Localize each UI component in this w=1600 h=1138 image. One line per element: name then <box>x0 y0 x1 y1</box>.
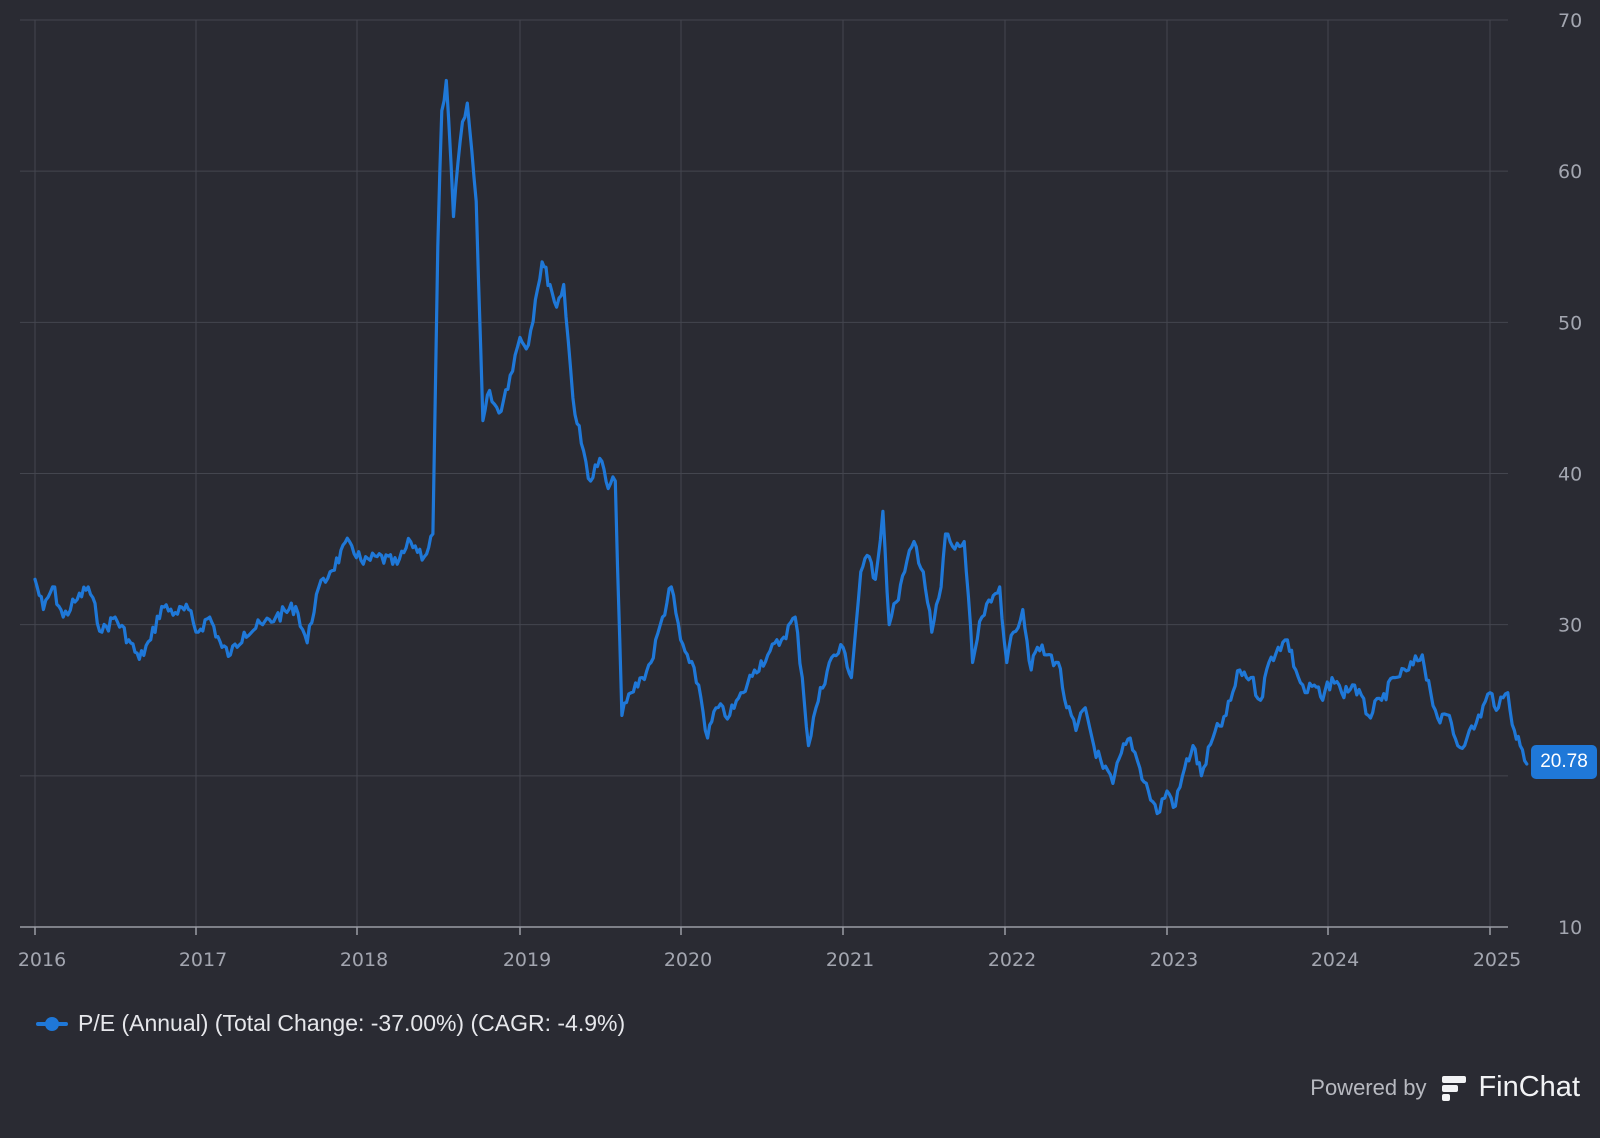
last-value-label: 20.78 <box>1531 745 1597 780</box>
axes <box>20 926 1508 935</box>
grid-lines <box>20 19 1508 927</box>
x-tick-label: 2024 <box>1311 949 1359 971</box>
y-tick-label: 60 <box>1558 161 1582 183</box>
finchat-logo-icon <box>1442 1075 1467 1101</box>
y-tick-label: 40 <box>1558 464 1582 486</box>
finchat-brand: FinChat <box>1440 1071 1580 1104</box>
x-tick-label: 2016 <box>18 949 66 971</box>
x-tick-label: 2022 <box>988 949 1036 971</box>
powered-by-text: Powered by <box>1310 1074 1427 1100</box>
y-tick-label: 70 <box>1558 10 1582 32</box>
x-tick-label: 2021 <box>826 949 874 971</box>
x-axis-tick-labels: 2016 2017 2018 2019 2020 2021 2022 2023 2024 2025 <box>18 949 1521 971</box>
series-line-pe[interactable] <box>33 78 1529 816</box>
x-tick-label: 2019 <box>503 949 551 971</box>
series-group <box>33 78 1529 816</box>
y-tick-label: 30 <box>1558 615 1582 637</box>
x-tick-label: 2017 <box>179 949 227 971</box>
legend-label: P/E (Annual) (Total Change: -37.00%) (CA… <box>78 1010 626 1036</box>
x-tick-label: 2018 <box>340 949 388 971</box>
x-tick-label: 2023 <box>1150 949 1198 971</box>
x-tick-label: 2025 <box>1473 949 1521 971</box>
y-tick-label: 10 <box>1558 917 1582 939</box>
y-axis-tick-labels: 10 30 40 50 60 70 <box>1558 10 1582 939</box>
y-tick-label: 50 <box>1558 312 1582 334</box>
legend[interactable]: P/E (Annual) (Total Change: -37.00%) (CA… <box>36 1010 625 1037</box>
x-tick-label: 2020 <box>664 949 712 971</box>
brand-name: FinChat <box>1478 1071 1580 1103</box>
powered-by[interactable]: Powered by FinChat <box>1310 1071 1580 1104</box>
legend-marker-icon <box>36 1016 68 1031</box>
